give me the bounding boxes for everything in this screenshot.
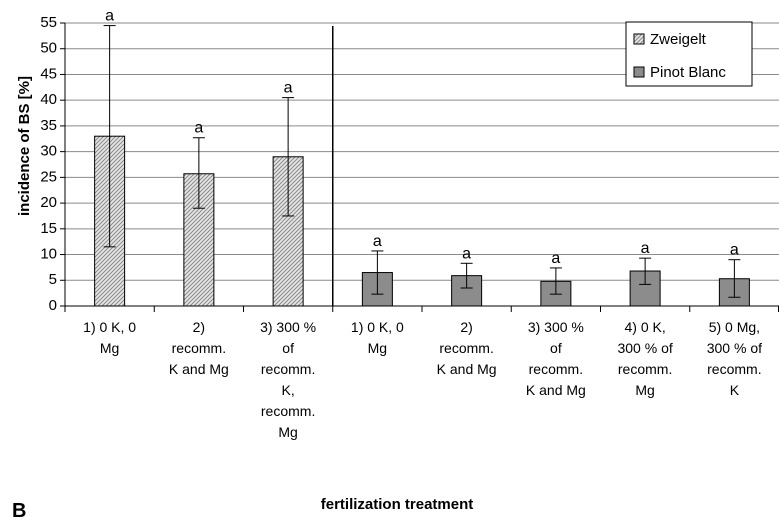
category-label-line: K, bbox=[282, 382, 295, 398]
category-label: 1) 0 K, 0 Mg bbox=[83, 319, 136, 356]
legend-swatch-pinot-blanc bbox=[633, 66, 645, 78]
category-label-line: 2) bbox=[193, 319, 205, 335]
y-tick-label: 0 bbox=[49, 297, 57, 314]
category-label-line: recomm. bbox=[261, 403, 315, 419]
category-label: 4) 0 K, 300 % of recomm. Mg bbox=[617, 319, 672, 398]
category-label-line: 1) 0 K, 0 bbox=[351, 319, 404, 335]
error-bar bbox=[639, 257, 652, 285]
y-axis-ticks: 0 5 10 15 20 25 30 35 40 45 50 55 bbox=[40, 14, 65, 314]
error-bar bbox=[728, 259, 741, 298]
category-label-line: Mg bbox=[100, 340, 119, 356]
y-tick-label: 20 bbox=[40, 194, 57, 211]
category-label-line: recomm. bbox=[529, 361, 583, 377]
category-label-line: K and Mg bbox=[169, 361, 229, 377]
significance-label: a bbox=[551, 250, 560, 267]
category-label: 3) 300 % of recomm. K and Mg bbox=[526, 319, 586, 398]
category-label-line: of bbox=[282, 340, 294, 356]
category-label-line: K bbox=[730, 382, 740, 398]
y-tick-label: 50 bbox=[40, 40, 57, 57]
category-label-line: 2) bbox=[460, 319, 472, 335]
category-label-line: 300 % of bbox=[617, 340, 672, 356]
significance-labels: a a a a a a a a bbox=[105, 8, 739, 267]
y-tick-label: 15 bbox=[40, 220, 57, 237]
significance-label: a bbox=[194, 120, 203, 137]
significance-label: a bbox=[105, 8, 114, 25]
legend-label-pinot-blanc: Pinot Blanc bbox=[650, 64, 726, 81]
error-bar bbox=[282, 97, 295, 217]
category-label-line: recomm. bbox=[261, 361, 315, 377]
significance-label: a bbox=[730, 242, 739, 259]
y-axis-label: incidence of BS [%] bbox=[16, 76, 33, 216]
bar bbox=[629, 270, 661, 307]
category-label-line: Mg bbox=[368, 340, 387, 356]
error-bars bbox=[103, 25, 741, 298]
category-label-line: of bbox=[550, 340, 562, 356]
legend-box bbox=[625, 21, 753, 87]
category-label-line: recomm. bbox=[439, 340, 493, 356]
category-label-line: 3) 300 % bbox=[528, 319, 584, 335]
y-tick-label: 5 bbox=[49, 271, 57, 288]
y-tick-label: 30 bbox=[40, 143, 57, 160]
category-label-line: K and Mg bbox=[437, 361, 497, 377]
category-label-line: Mg bbox=[278, 424, 297, 440]
category-label-line: recomm. bbox=[707, 361, 761, 377]
y-tick-label: 45 bbox=[40, 65, 57, 82]
category-label-line: 4) 0 K, bbox=[625, 319, 666, 335]
category-label-line: recomm. bbox=[172, 340, 226, 356]
category-labels: 1) 0 K, 0 Mg 2) recomm. K and Mg 3) 300 % of re… bbox=[83, 319, 762, 440]
significance-label: a bbox=[641, 240, 650, 257]
error-bar bbox=[460, 262, 473, 289]
category-label: 3) 300 % of recomm. K, recomm. Mg bbox=[260, 319, 316, 440]
error-bar bbox=[192, 137, 205, 209]
legend: Zweigelt Pinot Blanc bbox=[625, 21, 753, 87]
category-label: 5) 0 Mg, 300 % of recomm. K bbox=[707, 319, 762, 398]
significance-label: a bbox=[284, 80, 293, 97]
category-label-line: 1) 0 K, 0 bbox=[83, 319, 136, 335]
legend-label-zweigelt: Zweigelt bbox=[650, 31, 707, 48]
significance-label: a bbox=[373, 233, 382, 250]
panel-label: B bbox=[12, 500, 26, 517]
y-tick-label: 40 bbox=[40, 91, 57, 108]
y-tick-label: 35 bbox=[40, 117, 57, 134]
category-label-line: 3) 300 % bbox=[260, 319, 316, 335]
legend-swatch-zweigelt bbox=[633, 33, 645, 45]
x-axis-label: fertilization treatment bbox=[321, 496, 474, 513]
error-bar bbox=[371, 250, 384, 295]
category-label-line: Mg bbox=[635, 382, 654, 398]
y-tick-label: 55 bbox=[40, 14, 57, 31]
category-label: 2) recomm. K and Mg bbox=[169, 319, 229, 377]
category-label-line: 300 % of bbox=[707, 340, 762, 356]
y-tick-label: 25 bbox=[40, 168, 57, 185]
category-label-line: K and Mg bbox=[526, 382, 586, 398]
category-label-line: recomm. bbox=[618, 361, 672, 377]
error-bar bbox=[103, 25, 116, 248]
y-tick-label: 10 bbox=[40, 246, 57, 263]
error-bar bbox=[549, 267, 562, 295]
category-label: 1) 0 K, 0 Mg bbox=[351, 319, 404, 356]
category-label-line: 5) 0 Mg, bbox=[709, 319, 760, 335]
significance-label: a bbox=[462, 245, 471, 262]
category-label: 2) recomm. K and Mg bbox=[437, 319, 497, 377]
